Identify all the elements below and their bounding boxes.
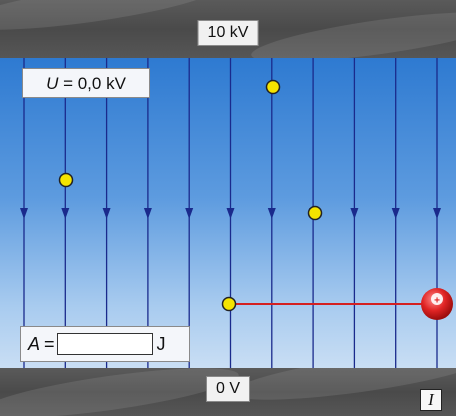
field-direction-arrow-icon [433,208,441,219]
field-direction-arrow-icon [143,208,152,219]
field-direction-arrow-icon [102,208,111,219]
work-symbol: A [28,333,41,354]
work-unit: J [156,333,166,354]
work-equals: = [44,333,55,354]
field-lines-layer: + [20,58,453,368]
positive-charge[interactable]: + [421,288,453,320]
info-button[interactable]: I [420,389,442,411]
work-panel: A = J [20,326,190,362]
voltage-readout: U = 0,0 kV [22,68,150,98]
voltage-symbol: U [46,74,59,93]
work-input[interactable] [56,333,153,355]
test-point[interactable] [221,296,237,312]
field-direction-arrow-icon [61,208,70,219]
field-direction-arrow-icon [185,208,194,219]
test-point[interactable] [307,205,323,221]
field-direction-arrow-icon [20,208,28,219]
charge-sign-icon: + [434,296,440,307]
bottom-plate-voltage-label: 0 V [205,376,251,402]
top-plate-voltage-label: 10 kV [197,20,259,46]
field-direction-arrow-icon [350,208,359,219]
field-direction-arrow-icon [267,208,276,219]
voltage-value: = 0,0 kV [63,74,126,93]
test-point[interactable] [58,172,74,188]
test-point[interactable] [265,79,281,95]
electric-field-region: + [0,58,456,368]
field-direction-arrow-icon [226,208,235,219]
field-direction-arrow-icon [391,208,400,219]
